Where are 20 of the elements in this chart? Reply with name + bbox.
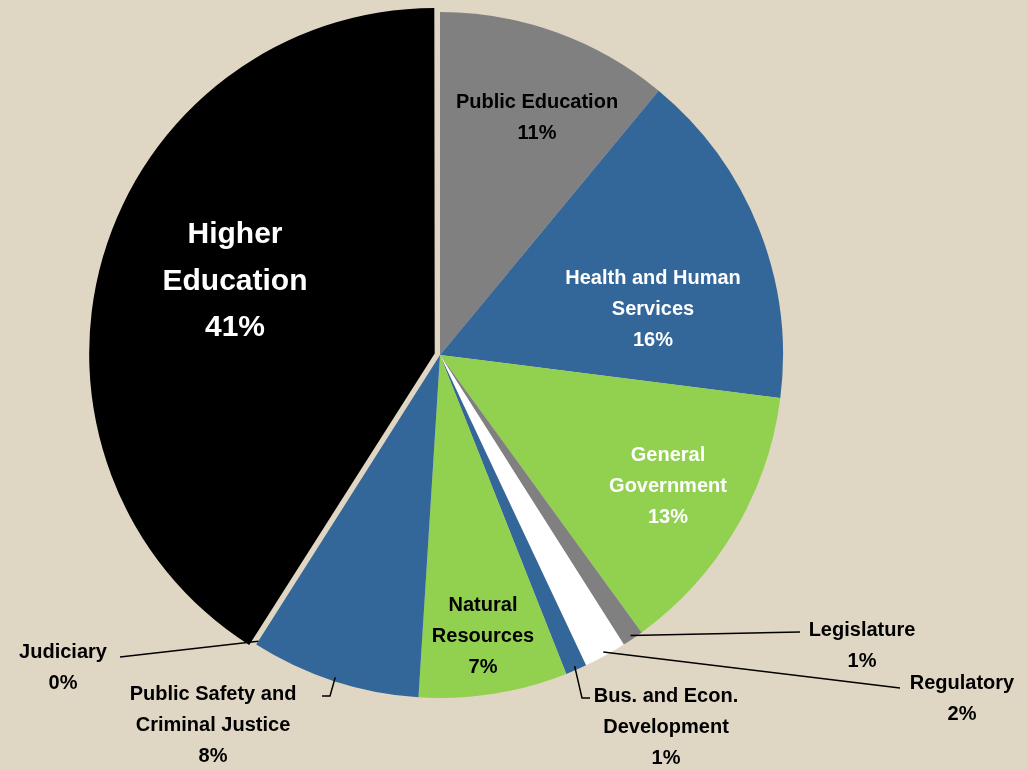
slice-label: Legislature bbox=[808, 617, 916, 640]
slice-label: Regulatory bbox=[909, 670, 1016, 693]
slice-label: Public Education bbox=[455, 89, 619, 112]
text: 0% bbox=[48, 670, 78, 693]
data-label: 2% bbox=[947, 701, 977, 724]
slice-label: Bus. and Econ. Development bbox=[593, 683, 739, 737]
category-label: Judiciary bbox=[19, 639, 107, 662]
slice-label: Higher Education bbox=[162, 216, 308, 296]
data-label: 16% bbox=[632, 327, 674, 350]
data-label: 41% bbox=[204, 309, 266, 343]
slice-label: Health and Human Services bbox=[565, 265, 741, 319]
data-label: 1% bbox=[847, 648, 877, 671]
data-label: 8% bbox=[198, 743, 228, 766]
slice-label: Public Safety and Criminal Justice bbox=[129, 681, 297, 735]
slice-label: General Government bbox=[609, 442, 728, 496]
data-label: 1% bbox=[651, 745, 681, 768]
slice-label: Natural Resources bbox=[431, 592, 535, 646]
data-label: 13% bbox=[647, 504, 689, 527]
data-label: 7% bbox=[468, 654, 498, 677]
data-label: 11% bbox=[517, 120, 557, 143]
